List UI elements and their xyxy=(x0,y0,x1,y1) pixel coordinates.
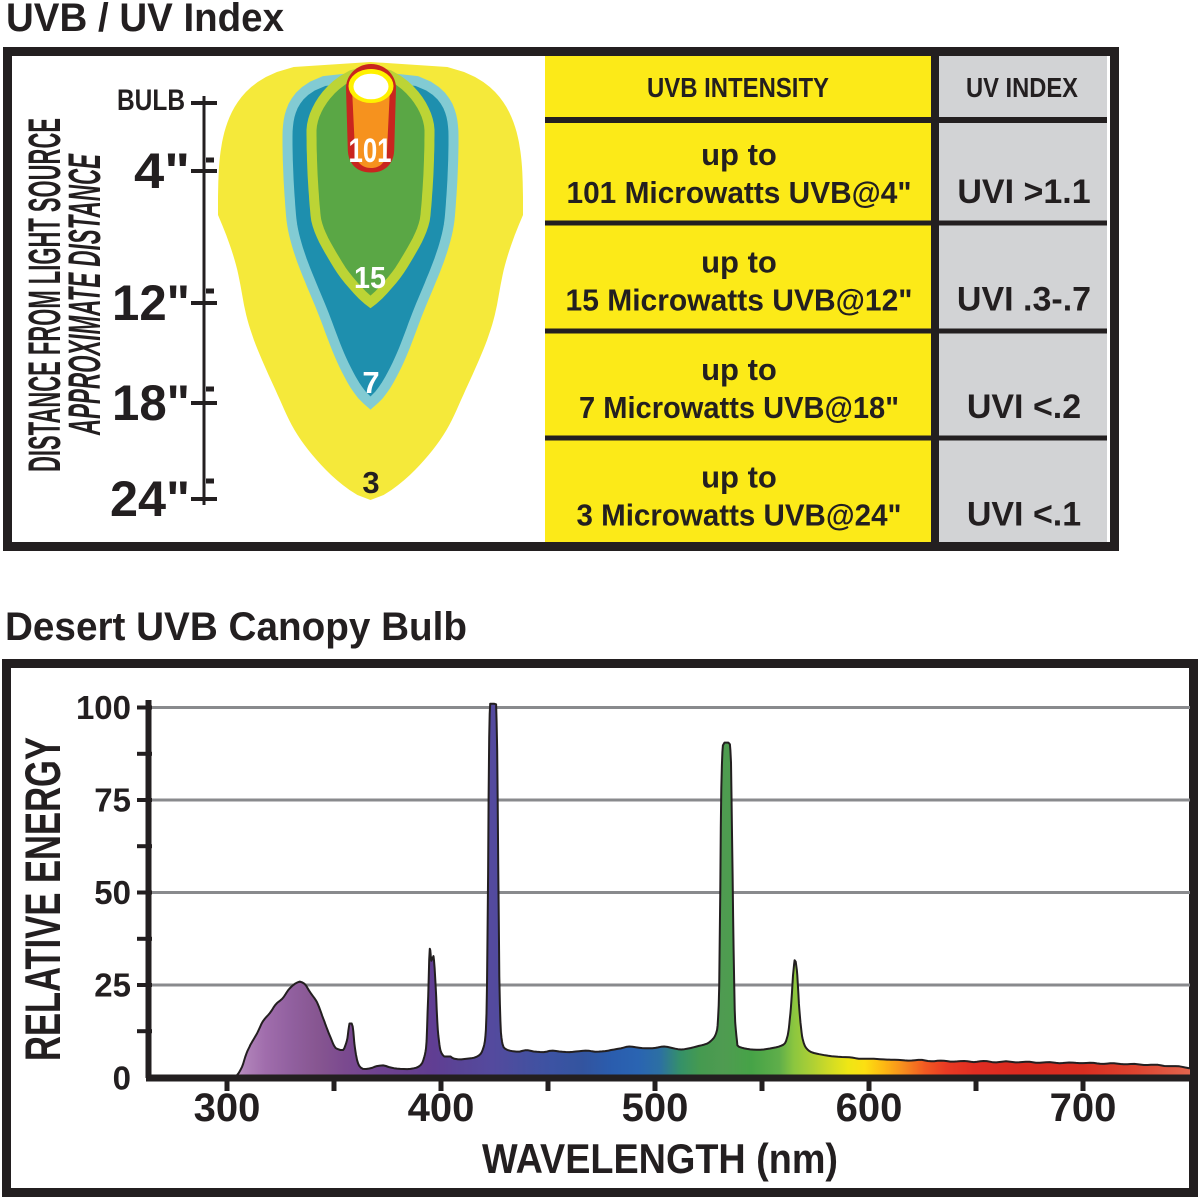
svg-text:up to: up to xyxy=(701,352,777,387)
svg-text:APPROXIMATE DISTANCE: APPROXIMATE DISTANCE xyxy=(59,153,110,435)
svg-text:700: 700 xyxy=(1050,1086,1117,1130)
svg-text:up to: up to xyxy=(701,245,777,280)
svg-text:DISTANCE FROM LIGHT SOURCE: DISTANCE FROM LIGHT SOURCE xyxy=(19,118,70,472)
svg-text:3: 3 xyxy=(362,465,379,500)
svg-text:500: 500 xyxy=(622,1086,689,1130)
svg-text:24": 24" xyxy=(110,471,190,527)
svg-text:15 Microwatts UVB@12": 15 Microwatts UVB@12" xyxy=(566,283,913,318)
svg-text:0: 0 xyxy=(113,1060,131,1097)
svg-text:UVI .3-.7: UVI .3-.7 xyxy=(957,281,1091,319)
svg-text:UVI >1.1: UVI >1.1 xyxy=(957,173,1090,211)
svg-text:UVB INTENSITY: UVB INTENSITY xyxy=(647,72,829,103)
svg-text:25: 25 xyxy=(94,967,131,1004)
svg-text:UV INDEX: UV INDEX xyxy=(966,72,1078,103)
svg-text:RELATIVE ENERGY: RELATIVE ENERGY xyxy=(15,737,71,1061)
svg-text:UVB / UV Index: UVB / UV Index xyxy=(6,0,284,40)
svg-text:7 Microwatts UVB@18": 7 Microwatts UVB@18" xyxy=(579,390,899,425)
svg-text:101: 101 xyxy=(349,132,392,170)
svg-text:up to: up to xyxy=(701,460,777,495)
svg-text:600: 600 xyxy=(836,1086,903,1130)
svg-text:300: 300 xyxy=(194,1086,261,1130)
svg-text:15: 15 xyxy=(354,260,386,295)
svg-text:up to: up to xyxy=(701,137,777,172)
svg-text:400: 400 xyxy=(408,1086,475,1130)
svg-text:12": 12" xyxy=(112,275,190,331)
svg-text:7: 7 xyxy=(362,365,379,400)
svg-text:101 Microwatts UVB@4": 101 Microwatts UVB@4" xyxy=(567,175,912,210)
svg-text:BULB: BULB xyxy=(117,84,185,117)
svg-text:UVI <.2: UVI <.2 xyxy=(967,388,1081,426)
svg-text:Desert UVB Canopy Bulb: Desert UVB Canopy Bulb xyxy=(5,605,467,649)
svg-text:UVI <.1: UVI <.1 xyxy=(967,496,1081,534)
svg-text:4": 4" xyxy=(134,143,190,199)
svg-text:3 Microwatts UVB@24": 3 Microwatts UVB@24" xyxy=(577,498,902,533)
svg-text:75: 75 xyxy=(94,782,131,819)
svg-text:50: 50 xyxy=(94,874,131,911)
svg-text:18": 18" xyxy=(112,375,190,431)
svg-text:WAVELENGTH (nm): WAVELENGTH (nm) xyxy=(482,1135,838,1182)
svg-text:100: 100 xyxy=(76,689,131,726)
